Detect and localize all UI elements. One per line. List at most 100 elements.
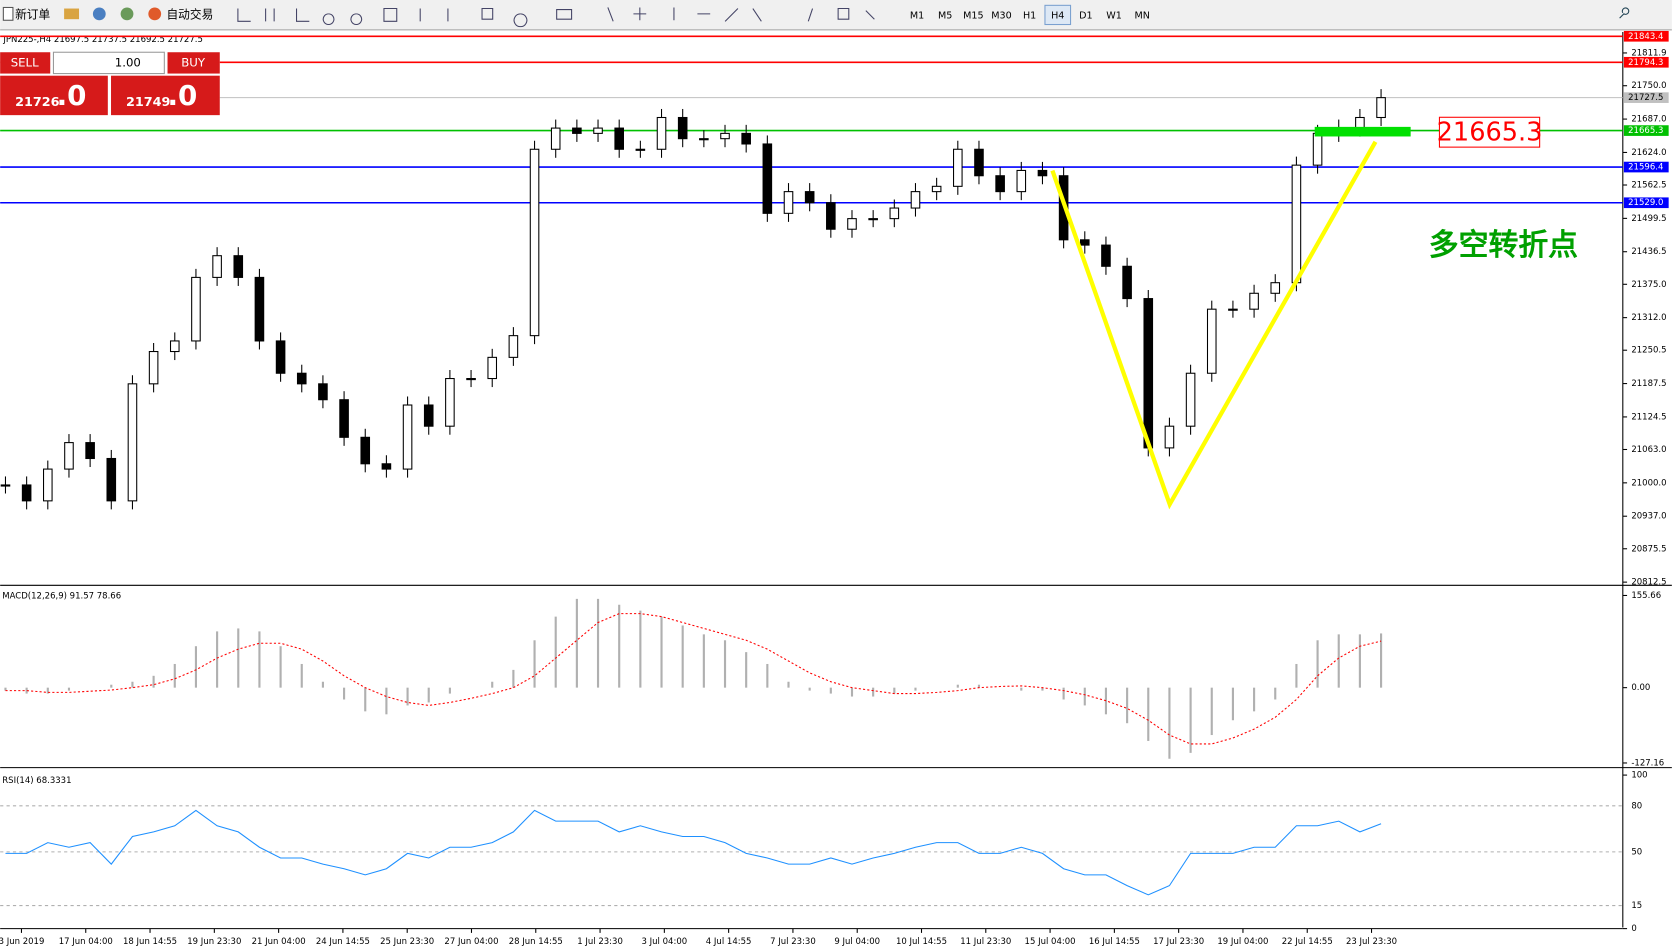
timeframe-button[interactable]: M5: [938, 10, 952, 21]
macd-tick-label: 155.66: [1631, 591, 1661, 601]
timeframe-button[interactable]: M15: [963, 10, 983, 21]
candle: [1228, 308, 1238, 311]
time-label: 17 Jul 23:30: [1153, 937, 1204, 947]
timeframe-button[interactable]: H1: [1023, 10, 1036, 21]
candle: [1206, 308, 1217, 374]
level-tag: [1623, 56, 1669, 68]
candle: [529, 148, 540, 337]
candle: [1143, 298, 1154, 449]
candle: [191, 276, 201, 342]
y-tick-label: 21562.5: [1631, 181, 1666, 191]
price-chart: [0, 35, 1623, 510]
candle: [1355, 116, 1365, 129]
sell-button[interactable]: [0, 52, 51, 74]
level-label: 21727.5: [1628, 93, 1663, 103]
time-label: 22 Jul 14:55: [1282, 937, 1333, 947]
level-label: 21665.3: [1628, 126, 1663, 136]
candle: [720, 132, 730, 140]
candle: [85, 442, 95, 460]
time-label: 10 Jul 14:55: [896, 937, 947, 947]
timeframe-button[interactable]: MN: [1134, 10, 1149, 21]
ask-price[interactable]: 21749: [126, 95, 171, 110]
auto-trading-button[interactable]: 自动交易: [166, 7, 213, 21]
candle: [1037, 169, 1048, 177]
timeframe-button[interactable]: W1: [1106, 10, 1122, 21]
new-order-button[interactable]: 新订单: [15, 7, 50, 21]
auto-trading-icon[interactable]: [148, 7, 162, 21]
y-tick-label: 21811.9: [1631, 48, 1666, 58]
candle: [508, 335, 519, 358]
candle: [148, 351, 159, 385]
annotation: 多空转折点: [1429, 228, 1578, 263]
sell-label[interactable]: SELL: [11, 55, 39, 69]
bid-price[interactable]: 21726: [15, 95, 60, 110]
candle: [106, 457, 117, 502]
candle: [275, 340, 286, 374]
candle: [0, 484, 11, 487]
ask-box[interactable]: [111, 75, 220, 116]
candle: [212, 255, 222, 278]
new-order-icon[interactable]: [2, 6, 14, 21]
level-highlight: [1314, 126, 1411, 137]
y-tick-label: 21624.0: [1631, 148, 1666, 158]
time-label: 11 Jul 23:30: [960, 937, 1011, 947]
rsi-tick-label: 100: [1631, 771, 1647, 781]
time-label: 25 Jun 23:30: [380, 937, 434, 947]
rsi-tick-label: 0: [1631, 924, 1636, 934]
candle: [21, 484, 32, 502]
toolbar-icon[interactable]: [64, 8, 80, 20]
level-label: 21596.4: [1628, 163, 1663, 173]
candle: [656, 116, 667, 150]
y-tick-label: 20937.0: [1631, 512, 1666, 522]
lot-field[interactable]: [52, 51, 165, 75]
level-tag: [1623, 197, 1669, 209]
candle: [339, 399, 349, 438]
timeframe-button[interactable]: M1: [910, 10, 924, 21]
candle: [1122, 265, 1132, 300]
candle: [910, 191, 921, 209]
time-label: 19 Jun 23:30: [187, 937, 241, 947]
time-label: 17 Jun 04:00: [59, 937, 113, 947]
bid-box[interactable]: [0, 75, 108, 116]
macd-label: MACD(12,26,9) 91.57 78.66: [2, 591, 121, 601]
rsi-line: [5, 809, 1382, 896]
y-tick-label: 21124.5: [1631, 412, 1666, 422]
time-label: 15 Jul 04:00: [1025, 937, 1076, 947]
macd-tick-label: -127.16: [1631, 758, 1664, 768]
candle: [741, 132, 751, 145]
candle: [1185, 372, 1196, 427]
toolbar-icon[interactable]: [92, 7, 106, 21]
time-label: 3 Jul 04:00: [642, 937, 688, 947]
toolbar: [0, 0, 1672, 30]
candle: [804, 191, 815, 204]
y-tick-label: 21499.5: [1631, 214, 1666, 224]
time-label: 1 Jul 23:30: [577, 937, 623, 947]
time-label: 21 Jun 04:00: [252, 937, 306, 947]
buy-button[interactable]: [167, 52, 220, 74]
timeframe-button[interactable]: H4: [1051, 10, 1064, 21]
rsi-tick-label: 50: [1631, 847, 1642, 857]
time-label: 3 Jun 2019: [0, 937, 44, 947]
candle: [296, 372, 307, 385]
time-label: 19 Jul 04:00: [1217, 937, 1268, 947]
candle: [847, 218, 857, 230]
time-label: 4 Jul 14:55: [706, 937, 752, 947]
buy-label[interactable]: BUY: [181, 55, 206, 69]
candle: [1079, 239, 1090, 246]
candle: [826, 202, 836, 230]
symbol-header: JPN225-,H4 21697.5 21737.5 21692.5 21727…: [2, 35, 203, 45]
timeframe-button[interactable]: D1: [1079, 10, 1092, 21]
ask-price-big[interactable]: .0: [168, 79, 198, 112]
candle: [1249, 292, 1259, 310]
time-label: 24 Jun 14:55: [316, 937, 370, 947]
time-label: 16 Jul 14:55: [1089, 937, 1140, 947]
search-icon[interactable]: [1619, 7, 1630, 19]
candle: [953, 148, 963, 187]
toolbar-icon[interactable]: [120, 7, 134, 21]
bid-price-big[interactable]: .0: [57, 79, 87, 112]
timeframe-button[interactable]: M30: [991, 10, 1011, 21]
level-label: 21843.4: [1628, 32, 1663, 42]
lot-value[interactable]: 1.00: [115, 55, 141, 69]
level-label: 21794.3: [1628, 58, 1663, 68]
